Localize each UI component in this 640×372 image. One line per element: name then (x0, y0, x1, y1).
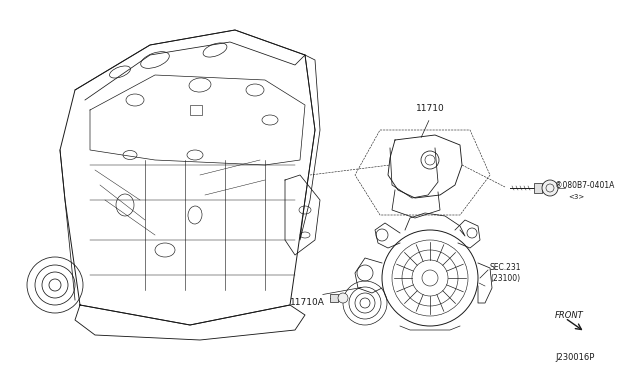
Text: <3>: <3> (568, 194, 584, 200)
Circle shape (542, 180, 558, 196)
Text: 11710A: 11710A (289, 298, 324, 307)
Text: J230016P: J230016P (556, 353, 595, 362)
Text: SEC.231: SEC.231 (490, 263, 522, 272)
Bar (190, 105, 202, 115)
Bar (330, 294, 338, 302)
Text: 11710: 11710 (415, 104, 444, 113)
Bar (534, 183, 542, 193)
Text: (23100): (23100) (490, 273, 520, 282)
Text: FRONT: FRONT (555, 311, 584, 321)
Text: ®080B7-0401A: ®080B7-0401A (555, 180, 614, 189)
Circle shape (338, 293, 348, 303)
